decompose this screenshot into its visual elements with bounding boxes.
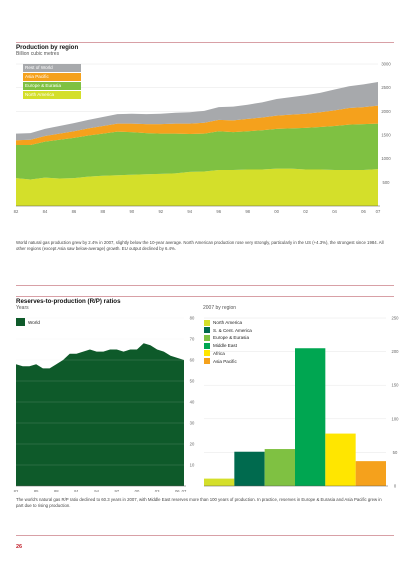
- x-tick-label: 82: [14, 489, 19, 492]
- rp-caption: The world's natural gas R/P ratio declin…: [16, 497, 382, 508]
- y-tick-label: 500: [383, 180, 391, 185]
- y-tick-label: 100: [392, 416, 400, 421]
- production-caption: World natural gas production grew by 2.4…: [16, 240, 384, 251]
- x-tick-label: 97: [114, 489, 119, 492]
- legend-north-america: North America: [213, 320, 243, 326]
- legend-africa: Africa: [213, 350, 225, 356]
- y-tick-label: 0: [394, 484, 397, 489]
- legend-north-america: North America: [23, 91, 81, 99]
- page-number: 26: [16, 544, 23, 550]
- y-tick-label: 150: [392, 383, 400, 388]
- region-legend: North America S. & Cent. America Europe …: [204, 319, 252, 365]
- area-series-europe-eurasia: [16, 123, 378, 180]
- x-tick-label: 04: [332, 209, 337, 214]
- x-tick-label: 88: [101, 209, 106, 214]
- x-tick-label: 03: [155, 489, 160, 492]
- y-tick-label: 30: [190, 421, 195, 426]
- x-tick-label: 82: [14, 209, 19, 214]
- x-tick-label: 94: [94, 489, 99, 492]
- region-chart-title: 2007 by region: [203, 305, 237, 311]
- legend-middle-east: Middle East: [213, 343, 238, 349]
- y-tick-label: 70: [190, 337, 195, 342]
- x-tick-label: 06: [175, 489, 180, 492]
- legend-europe-eurasia: Europe & Eurasia: [213, 335, 250, 341]
- legend-rest-of-world: Rest of World: [23, 64, 81, 72]
- x-tick-label: 91: [74, 489, 79, 492]
- rp-region-bar-chart: 50 100 150 200 250 0: [204, 316, 400, 489]
- legend-asia-pacific: Asia Pacific: [23, 73, 81, 81]
- production-chart-units: Billion cubic metres: [16, 51, 60, 57]
- bar-europe-eurasia: [264, 449, 295, 486]
- y-tick-label: 200: [392, 349, 400, 354]
- y-tick-label: 2500: [381, 85, 391, 90]
- rp-chart-units: Years: [16, 305, 29, 311]
- production-legend: Rest of World Asia Pacific Europe & Eura…: [23, 64, 81, 100]
- bar-middle-east: [295, 348, 326, 486]
- x-tick-label: 84: [43, 209, 48, 214]
- area-series-asia-pacific: [16, 105, 378, 145]
- x-tick-label: 98: [245, 209, 250, 214]
- production-chart-title: Production by region: [16, 44, 79, 51]
- area-series-rest-of-world: [16, 81, 378, 141]
- y-tick-label: 1500: [381, 133, 391, 138]
- legend-s-cent-america: S. & Cent. America: [213, 327, 252, 333]
- y-tick-label: 2000: [381, 109, 391, 114]
- x-tick-label: 90: [130, 209, 135, 214]
- y-tick-label: 3000: [381, 62, 391, 67]
- bar-asia-pacific: [355, 461, 386, 486]
- x-tick-label: 06: [361, 209, 366, 214]
- x-tick-label: 07: [182, 489, 187, 492]
- x-tick-label: 85: [34, 489, 39, 492]
- y-tick-label: 50: [393, 450, 398, 455]
- x-tick-label: 96: [216, 209, 221, 214]
- x-tick-label: 00: [135, 489, 140, 492]
- x-tick-label: 07: [376, 209, 381, 214]
- x-tick-label: 88: [54, 489, 59, 492]
- bar-north-america: [204, 478, 235, 486]
- bar-africa: [325, 433, 356, 486]
- x-tick-label: 00: [274, 209, 279, 214]
- rp-world-area-chart: 10 20 30 40 50 60 70 80 82 85 88 91 94 97 00 03 06 07: [14, 316, 195, 493]
- x-tick-label: 02: [303, 209, 308, 214]
- area-series-world: [16, 343, 184, 486]
- y-tick-label: 60: [190, 358, 195, 363]
- x-tick-label: 86: [72, 209, 77, 214]
- y-tick-label: 10: [190, 463, 195, 468]
- y-tick-label: 40: [190, 400, 195, 405]
- y-tick-label: 1000: [381, 156, 391, 161]
- y-tick-label: 20: [190, 442, 195, 447]
- production-area-chart: 500 1000 1500 2000 2500 3000 82 84 86 88 90 92 94 96 9…: [14, 62, 392, 215]
- legend-europe-eurasia: Europe & Eurasia: [23, 82, 81, 90]
- rp-chart-title: Reserves-to-production (R/P) ratios: [16, 298, 121, 305]
- y-tick-label: 80: [190, 316, 195, 321]
- bar-s-cent-america: [234, 451, 265, 486]
- legend-world: World: [28, 319, 40, 325]
- y-tick-label: 250: [392, 316, 400, 321]
- world-legend: World: [16, 318, 40, 327]
- x-tick-label: 94: [187, 209, 192, 214]
- y-tick-label: 50: [190, 379, 195, 384]
- x-tick-label: 92: [158, 209, 163, 214]
- area-series-north-america: [16, 168, 378, 206]
- legend-asia-pacific: Asia Pacific: [213, 358, 237, 364]
